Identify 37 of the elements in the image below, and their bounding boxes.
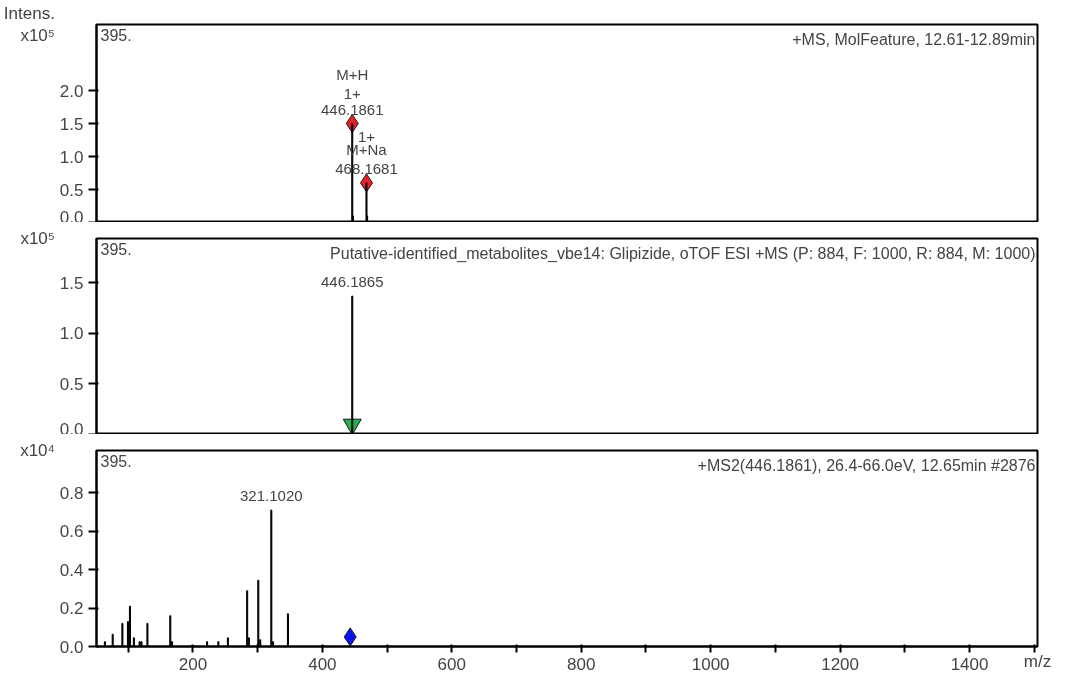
y-tick-label: 0.0 — [59, 207, 84, 227]
annotation: 395. — [100, 452, 132, 470]
y-tick-label: 2.0 — [59, 81, 84, 101]
annotation: M+H — [336, 65, 369, 83]
y-tick-label: 0.8 — [59, 483, 84, 503]
y-tick-label: 0.6 — [59, 522, 84, 542]
y-tick-label: 0.5 — [59, 374, 84, 394]
y-tick-label: 1.0 — [59, 147, 84, 167]
annotation: 395. — [100, 240, 132, 258]
annotation: 1+ — [343, 84, 362, 102]
y-axis-title: x10⁵ — [20, 229, 55, 248]
y-tick-label: 0.0 — [59, 419, 84, 439]
y-tick-label: 0.0 — [59, 637, 84, 657]
x-tick-label: 400 — [308, 654, 337, 674]
x-tick-label: 200 — [178, 654, 208, 674]
annotation: 446.1861 — [320, 100, 384, 118]
x-tick-label: 600 — [437, 654, 466, 674]
annotation: 321.1020 — [240, 487, 303, 505]
y-tick-label: 0.4 — [59, 560, 84, 580]
x-axis-title: m/z — [1023, 651, 1052, 671]
x-tick-label: 1200 — [821, 654, 860, 674]
y-axis-title: x10⁴ — [20, 441, 55, 460]
y-tick-label: 1.5 — [59, 273, 84, 293]
y-axis-title: Intens. x10⁵ — [3, 3, 55, 46]
x-tick-label: 1400 — [950, 654, 989, 674]
chart-title: +MS2(446.1861), 26.4-66.0eV, 12.65min #2876 — [697, 456, 1036, 474]
annotation: 395. — [100, 26, 132, 44]
y-tick-label: 0.2 — [59, 599, 84, 619]
y-tick-label: 1.0 — [59, 324, 84, 344]
x-tick-label: 800 — [567, 654, 596, 674]
x-tick-label: 1000 — [691, 654, 730, 674]
chart-title: +MS, MolFeature, 12.61-12.89min — [792, 30, 1036, 48]
y-tick-label: 0.5 — [59, 180, 84, 200]
annotation: 1+ — [357, 127, 376, 145]
chart-title: Putative-identified_metabolites_vbe14: Glipizide, oTOF ESI +MS (P: 884, F: 1000, R: 884, M: 1000) — [330, 244, 1036, 263]
y-tick-label: 1.5 — [59, 114, 84, 134]
annotation: 446.1865 — [320, 273, 384, 291]
